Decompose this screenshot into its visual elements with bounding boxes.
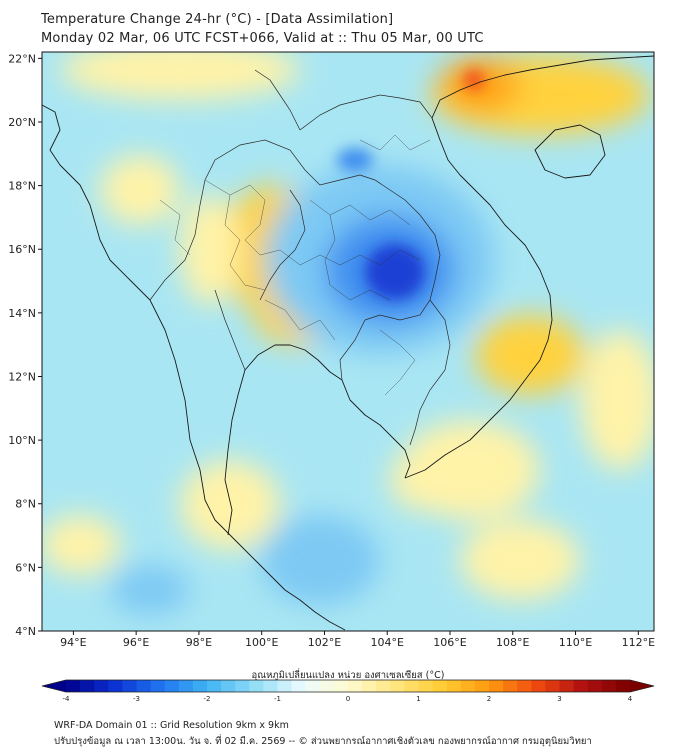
lat-tick-label: 16°N — [8, 243, 36, 256]
colorbar-segment — [249, 680, 264, 692]
colorbar-segment — [474, 680, 490, 692]
colorbar-segment — [573, 680, 589, 692]
colorbar-segment — [432, 680, 448, 692]
colorbar-tick-label: 2 — [487, 695, 491, 703]
colorbar-tick-label: -4 — [63, 695, 71, 703]
colorbar-segment — [122, 680, 137, 692]
colorbar-tick-label: 4 — [628, 695, 633, 703]
colorbar-segment — [263, 680, 278, 692]
lon-tick-label: 104°E — [371, 636, 404, 649]
colorbar-label: อุณหภูมิเปลี่ยนแปลง หน่วย องศาเซลเซียส (… — [252, 668, 445, 681]
latitude-axis: 22°N 20°N 18°N 16°N 14°N 12°N 10°N 8°N 6°N 4°N — [8, 52, 42, 638]
colorbar-segment — [291, 680, 307, 692]
lat-tick-label: 10°N — [8, 434, 36, 447]
colorbar-segment — [545, 680, 560, 692]
colorbar-segment — [66, 680, 81, 692]
chart-title: Temperature Change 24-hr (°C) - [Data As… — [41, 12, 394, 27]
lat-tick-label: 22°N — [8, 52, 36, 65]
colorbar-segment — [333, 680, 349, 692]
province-borders — [159, 134, 431, 396]
lat-tick-label: 4°N — [15, 625, 36, 638]
lon-tick-label: 98°E — [186, 636, 212, 649]
lon-tick-label: 100°E — [245, 636, 278, 649]
colorbar-tick-label: 3 — [557, 695, 561, 703]
country-borders — [149, 69, 451, 446]
colorbar-tick-label: 1 — [416, 695, 420, 703]
temperature-field — [42, 52, 654, 631]
colorbar-outline — [41, 679, 655, 693]
colorbar-segment — [305, 680, 321, 692]
lon-tick-label: 96°E — [123, 636, 149, 649]
lon-tick-label: 102°E — [308, 636, 341, 649]
coastlines — [42, 55, 654, 631]
colorbar-segment — [460, 680, 476, 692]
colorbar-segment — [80, 680, 95, 692]
footer-domain-info: WRF-DA Domain 01 :: Grid Resolution 9km … — [54, 720, 289, 731]
colorbar-segment — [531, 680, 546, 692]
lat-tick-label: 6°N — [15, 561, 36, 574]
lon-tick-label: 94°E — [60, 636, 86, 649]
colorbar-segment — [207, 680, 222, 692]
longitude-axis: 94°E 96°E 98°E 100°E 102°E 104°E 106°E 108°E 110… — [60, 631, 655, 649]
colorbar-segment — [221, 680, 236, 692]
colorbar-segment — [136, 680, 152, 692]
lon-tick-label: 106°E — [433, 636, 466, 649]
colorbar-segment — [587, 680, 603, 692]
colorbar-segment — [390, 680, 405, 692]
colorbar-segment — [362, 680, 377, 692]
lon-tick-label: 112°E — [622, 636, 655, 649]
colorbar-segment — [503, 680, 518, 692]
colorbar-segment — [601, 680, 617, 692]
colorbar-segment — [150, 680, 166, 692]
lat-tick-label: 14°N — [8, 307, 36, 320]
colorbar-segment — [418, 680, 434, 692]
colorbar-segment — [178, 680, 194, 692]
colorbar-segment — [108, 680, 123, 692]
lon-tick-label: 110°E — [559, 636, 592, 649]
colorbar-segment — [517, 680, 532, 692]
chart-subtitle: Monday 02 Mar, 06 UTC FCST+066, Valid at… — [41, 31, 484, 46]
colorbar-segment — [277, 680, 293, 692]
colorbar — [41, 679, 655, 693]
colorbar-segment — [376, 680, 391, 692]
colorbar-segment — [235, 680, 250, 692]
colorbar-tick-label: -3 — [133, 695, 140, 703]
colorbar-segment — [446, 680, 462, 692]
lat-tick-label: 8°N — [15, 498, 36, 511]
colorbar-segment — [192, 680, 208, 692]
lat-tick-label: 18°N — [8, 180, 36, 193]
colorbar-segment — [489, 680, 504, 692]
lat-tick-label: 20°N — [8, 116, 36, 129]
colorbar-ticks: -4 -3 -2 -1 0 1 2 3 4 — [63, 695, 633, 703]
colorbar-segment — [94, 680, 109, 692]
colorbar-tick-label: -2 — [204, 695, 211, 703]
colorbar-segment — [164, 680, 180, 692]
lat-tick-label: 12°N — [8, 370, 36, 383]
colorbar-segment — [404, 680, 419, 692]
colorbar-segment — [348, 680, 363, 692]
colorbar-min-arrow — [42, 680, 66, 692]
map-frame — [41, 51, 655, 632]
colorbar-max-arrow — [630, 680, 654, 692]
colorbar-segment — [559, 680, 575, 692]
colorbar-segment — [615, 680, 631, 692]
colorbar-tick-label: 0 — [346, 695, 350, 703]
lon-tick-label: 108°E — [496, 636, 529, 649]
colorbar-tick-label: -1 — [274, 695, 281, 703]
colorbar-segment — [319, 680, 335, 692]
footer-update-info: ปรับปรุงข้อมูล ณ เวลา 13:00น. วัน จ. ที่… — [54, 736, 592, 747]
